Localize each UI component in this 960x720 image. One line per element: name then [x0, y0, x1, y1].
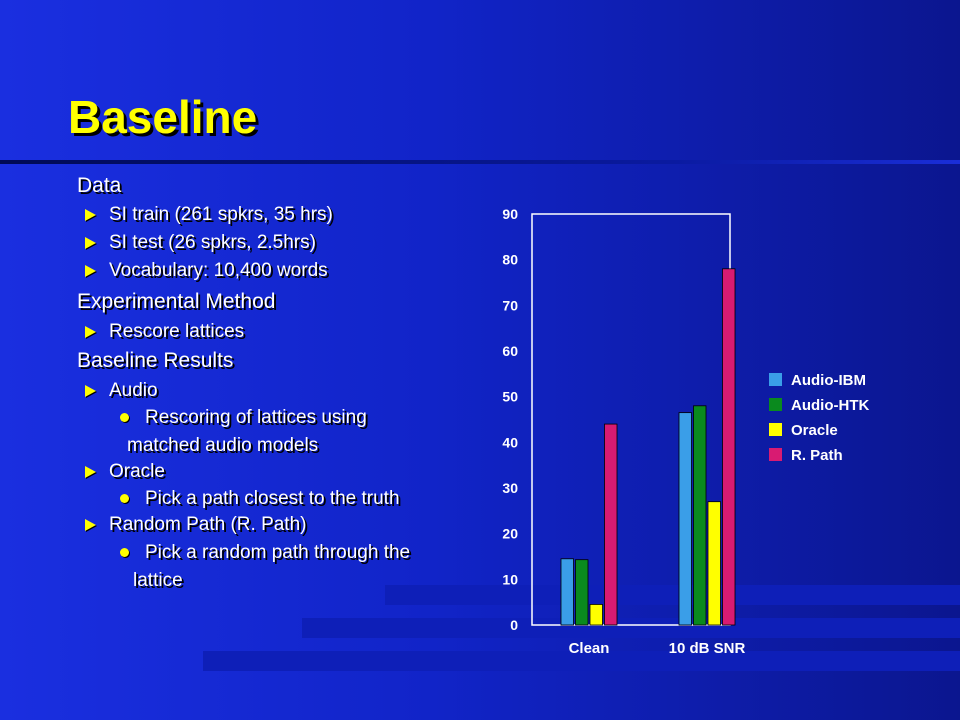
title-divider — [0, 160, 960, 164]
bullet-rescore: Rescore lattices — [109, 321, 245, 342]
bullet-audio-desc-2: matched audio models — [127, 435, 319, 456]
bar-audio-htk-clean — [575, 559, 589, 626]
triangle-bullet-icon — [85, 237, 96, 249]
legend-label: R. Path — [791, 447, 843, 464]
x-tick-label: 10 dB SNR — [669, 640, 746, 657]
decor-bar — [203, 651, 960, 671]
bar-audio-ibm-10-db-snr — [678, 412, 692, 626]
triangle-bullet-icon — [85, 326, 96, 338]
decor-bar — [385, 585, 960, 605]
bar-r-path-clean — [604, 423, 618, 626]
bullet-audio-desc-1: Rescoring of lattices using — [145, 407, 367, 428]
triangle-bullet-icon — [85, 385, 96, 397]
triangle-bullet-icon — [85, 209, 96, 221]
legend-swatch — [769, 398, 782, 411]
triangle-bullet-icon — [85, 265, 96, 277]
bullet-oracle-desc: Pick a path closest to the truth — [145, 488, 400, 509]
y-tick-label: 50 — [502, 389, 518, 405]
legend-swatch — [769, 448, 782, 461]
bullet-si-train: SI train (261 spkrs, 35 hrs) — [109, 204, 333, 225]
y-tick-label: 80 — [502, 252, 518, 268]
bar-oracle-10-db-snr — [707, 501, 721, 626]
bullet-random-desc-2: lattice — [133, 570, 183, 591]
bullet-vocabulary: Vocabulary: 10,400 words — [109, 260, 328, 281]
y-tick-label: 90 — [502, 206, 518, 222]
bar-oracle-clean — [589, 604, 603, 626]
legend-swatch — [769, 373, 782, 386]
triangle-bullet-icon — [85, 519, 96, 531]
y-tick-label: 70 — [502, 297, 518, 313]
legend-label: Audio-IBM — [791, 372, 866, 389]
triangle-bullet-icon — [85, 466, 96, 478]
y-tick-label: 40 — [502, 434, 518, 450]
dot-bullet-icon — [120, 494, 129, 503]
y-tick-label: 0 — [510, 617, 518, 633]
bullet-random: Random Path (R. Path) — [109, 514, 307, 535]
bullet-results: Baseline Results — [77, 349, 234, 372]
legend-label: Audio-HTK — [791, 397, 869, 414]
bullet-method: Experimental Method — [77, 290, 276, 313]
bar-audio-htk-10-db-snr — [693, 405, 707, 626]
bullet-oracle: Oracle — [109, 461, 165, 482]
bar-chart: 0 10 20 30 40 50 60 70 80 90 Clean 10 dB SNR Audio-I… — [502, 206, 869, 657]
bar-r-path-10-db-snr — [722, 268, 736, 626]
legend-swatch — [769, 423, 782, 436]
slide-title: Baseline — [68, 91, 258, 143]
dot-bullet-icon — [120, 548, 129, 557]
bullet-list: Data SI train (261 spkrs, 35 hrs) SI tes… — [0, 0, 480, 600]
y-tick-label: 60 — [502, 343, 518, 359]
y-tick-label: 20 — [502, 526, 518, 542]
bullet-data: Data — [77, 174, 122, 197]
bullet-audio: Audio — [109, 380, 158, 401]
bar-audio-ibm-clean — [560, 558, 574, 626]
bullet-si-test: SI test (26 spkrs, 2.5hrs) — [109, 232, 316, 253]
x-tick-label: Clean — [569, 640, 610, 657]
bullet-random-desc-1: Pick a random path through the — [145, 542, 411, 563]
y-tick-label: 30 — [502, 480, 518, 496]
y-tick-label: 10 — [502, 571, 518, 587]
decor-bar — [302, 618, 960, 638]
legend-label: Oracle — [791, 422, 838, 439]
dot-bullet-icon — [120, 413, 129, 422]
